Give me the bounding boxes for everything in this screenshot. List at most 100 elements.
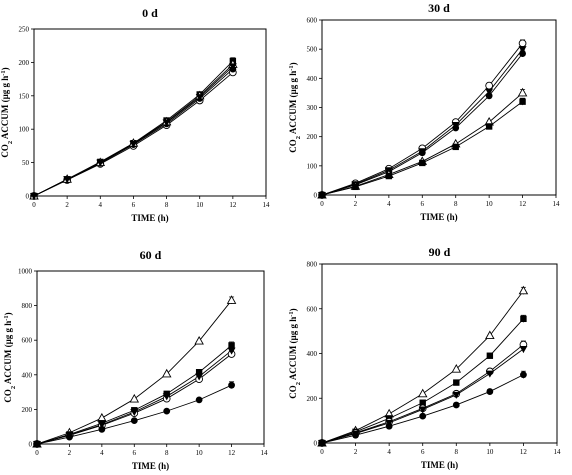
data-point: [451, 122, 460, 129]
y-tick-label: 0: [314, 192, 318, 200]
data-point: [195, 373, 204, 381]
x-axis-label: TIME (h): [131, 213, 168, 223]
y-tick-label: 500: [307, 46, 318, 54]
data-point: [517, 87, 528, 97]
data-point: [417, 388, 428, 398]
y-tick-label: 600: [307, 17, 318, 25]
y-tick-label: 250: [19, 26, 30, 34]
data-point: [228, 342, 235, 349]
data-point: [486, 352, 494, 359]
data-point: [519, 346, 528, 354]
data-point: [418, 406, 427, 414]
y-tick-label: 50: [22, 159, 30, 167]
data-point: [97, 421, 106, 429]
y-tick-label: 200: [307, 133, 318, 141]
data-point: [520, 315, 527, 323]
x-tick-label: 4: [100, 449, 104, 457]
data-point: [318, 439, 326, 447]
x-tick-label: 14: [261, 449, 269, 457]
data-point: [130, 408, 139, 416]
y-tick-label: 200: [19, 59, 30, 67]
x-tick-label: 6: [133, 449, 137, 457]
x-tick-label: 14: [553, 200, 561, 208]
x-axis-label: TIME (h): [421, 460, 458, 470]
y-tick-label: 400: [307, 75, 318, 83]
data-point: [195, 396, 203, 404]
x-tick-label: 0: [320, 200, 324, 208]
x-tick-label: 4: [387, 200, 391, 208]
x-tick-label: 10: [486, 448, 494, 456]
x-tick-label: 10: [196, 201, 204, 209]
y-tick-label: 100: [19, 126, 30, 134]
data-point: [519, 98, 526, 105]
x-tick-label: 2: [354, 448, 358, 456]
data-point: [520, 371, 527, 379]
data-point: [518, 46, 527, 54]
data-point: [453, 379, 460, 386]
y-tick-label: 600: [22, 337, 33, 345]
x-axis-label: TIME (h): [420, 212, 457, 222]
y-tick-label: 0: [314, 440, 318, 448]
y-tick-label: 800: [307, 261, 318, 269]
series-line-2: [33, 60, 234, 197]
data-point: [161, 368, 172, 378]
chart-title: 0 d: [142, 6, 158, 20]
y-tick-label: 150: [19, 92, 30, 100]
data-point: [226, 295, 237, 304]
data-point: [98, 425, 106, 433]
data-point: [452, 401, 460, 409]
plot-frame: [36, 270, 265, 445]
y-axis-label: CO2 ACCUM (µg g h-1): [0, 67, 14, 157]
data-point: [97, 412, 107, 422]
data-point: [486, 388, 494, 395]
y-tick-label: 1000: [18, 268, 33, 276]
x-tick-label: 6: [421, 200, 425, 208]
y-tick-label: 400: [22, 371, 33, 379]
x-tick-label: 12: [229, 201, 237, 209]
data-point: [163, 407, 171, 415]
y-axis-label: CO2 ACCUM (µg g h-1): [3, 312, 17, 402]
x-tick-label: 8: [165, 201, 169, 209]
x-tick-label: 4: [387, 448, 391, 456]
data-point: [485, 330, 495, 340]
chart-title: 90 d: [429, 245, 451, 259]
series-line-3: [33, 64, 234, 197]
x-tick-label: 8: [454, 200, 458, 208]
x-tick-label: 8: [165, 449, 169, 457]
data-point: [66, 433, 73, 441]
chart-title: 60 d: [140, 248, 162, 262]
data-point: [129, 393, 140, 403]
plot-frame: [33, 28, 267, 197]
chart-panel-3: 0 2 4 6 8 10 12 14 0 200 400 600 800 90 d TIME (h) CO2 …: [288, 245, 562, 470]
data-point: [228, 63, 237, 71]
data-point: [63, 176, 72, 184]
data-point: [129, 140, 138, 148]
data-point: [485, 370, 494, 378]
x-tick-label: 6: [421, 448, 425, 456]
data-point: [519, 50, 526, 57]
data-point: [518, 285, 529, 295]
x-tick-label: 0: [32, 201, 36, 209]
x-tick-label: 14: [554, 448, 562, 456]
y-tick-label: 0: [29, 441, 33, 449]
data-point: [419, 399, 426, 406]
data-point: [352, 431, 359, 439]
data-point: [485, 88, 494, 96]
data-point: [30, 193, 38, 200]
x-axis-label: TIME (h): [132, 461, 169, 471]
data-point: [385, 422, 393, 430]
x-tick-label: 12: [519, 200, 527, 208]
y-tick-label: 300: [307, 104, 318, 112]
y-axis-label: CO2 ACCUM (µg g h-1): [288, 62, 302, 152]
chart-panel-0: 0 2 4 6 8 10 12 14 0 50 100 150 200 250 0 d TIME (h) CO2…: [0, 6, 270, 223]
data-point: [485, 123, 493, 130]
x-tick-label: 14: [263, 201, 271, 209]
data-point: [518, 39, 527, 48]
x-tick-label: 4: [99, 201, 103, 209]
x-tick-label: 12: [228, 449, 236, 457]
y-tick-label: 200: [22, 406, 33, 414]
data-point: [485, 92, 493, 100]
data-point: [451, 364, 462, 373]
y-tick-label: 0: [26, 193, 30, 201]
